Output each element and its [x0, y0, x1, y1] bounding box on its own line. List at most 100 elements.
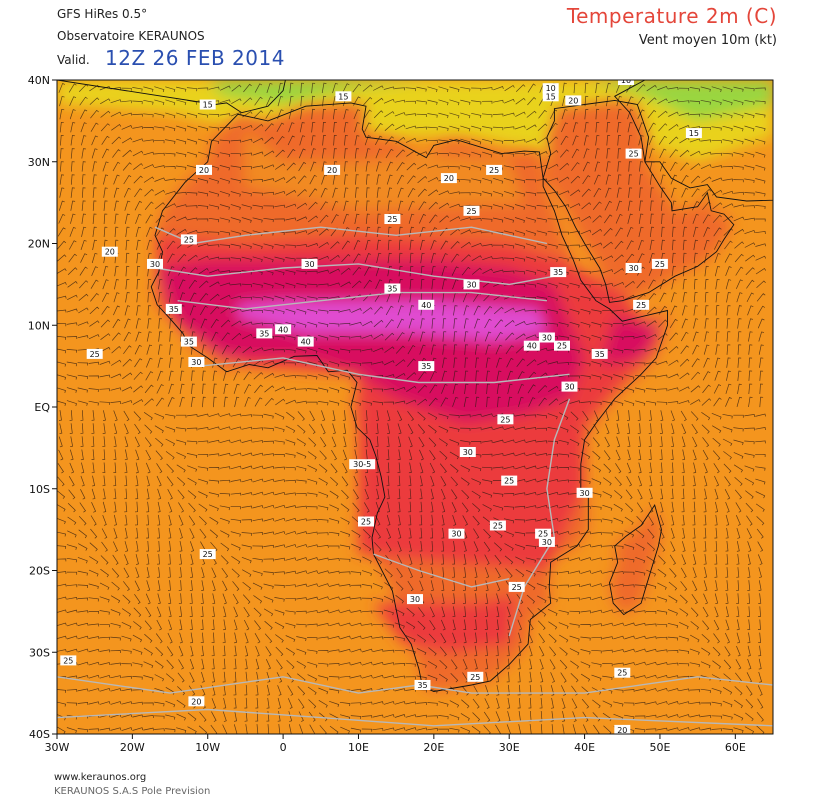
- contour-label-box: [538, 536, 555, 547]
- horn-hot-region: [599, 317, 660, 367]
- contour-label-box: [463, 205, 480, 216]
- contour-label-box: [440, 173, 457, 184]
- contour-label-box: [497, 414, 514, 425]
- contour-label-box: [489, 520, 506, 531]
- contour-label: 25: [470, 673, 480, 682]
- contour-label-box: [561, 381, 578, 392]
- contour-30-sahel: [154, 263, 555, 286]
- contour-label: 20: [191, 697, 201, 706]
- contour-label: 25: [655, 260, 665, 269]
- contour-label: 30: [304, 260, 314, 269]
- contour-label: 15: [338, 92, 348, 101]
- contour-label: 40: [301, 338, 311, 347]
- contour-label-box: [614, 724, 631, 734]
- footer-credit: KERAUNOS S.A.S Pole Prevision: [54, 786, 211, 797]
- contour-label: 35: [259, 329, 269, 338]
- contour-label: 15: [203, 101, 213, 110]
- lat-tick-label: 20S: [29, 565, 50, 578]
- lon-tick-label: 30W: [45, 741, 70, 754]
- lon-tick-label: 60E: [725, 741, 746, 754]
- contour-label-box: [180, 234, 197, 245]
- lat-tick-label: 30S: [29, 646, 50, 659]
- map-axes: 30W 20W 10W 0 10E 20E 30E 40E 50E 60E 40N 30N 20N 10N…: [28, 74, 746, 754]
- contour-label-box: [651, 258, 668, 269]
- contour-label: 25: [617, 669, 627, 678]
- contour-25-east: [508, 398, 571, 637]
- contour-35-sahel: [177, 291, 547, 310]
- contour-label-box: [101, 246, 118, 257]
- contour-label-box: [467, 671, 484, 682]
- contour-label: 20: [199, 166, 209, 175]
- map-subtitle: Vent moyen 10m (kt): [638, 33, 777, 48]
- valid-time: 12Z 26 FEB 2014: [105, 46, 285, 70]
- contour-label-box: [407, 594, 423, 605]
- contour-label-box: [542, 83, 559, 94]
- north-cold-band: [57, 80, 773, 121]
- contour-label-box: [199, 549, 216, 560]
- contour-label: 35: [421, 362, 431, 371]
- contour-label-box: [188, 357, 205, 367]
- contour-label-box: [275, 324, 292, 335]
- contour-label-box: [523, 340, 540, 351]
- contour-label-box: [196, 164, 212, 175]
- lon-tick-label: 0: [280, 741, 287, 754]
- contour-label-box: [60, 655, 77, 666]
- contour-label-box: [508, 581, 525, 592]
- contour-label-box: [414, 680, 431, 690]
- contour-label-box: [297, 336, 314, 347]
- contour-label-box: [418, 361, 435, 372]
- contour-label-box: [501, 475, 518, 486]
- contour-label-box: [165, 303, 182, 314]
- contour-25-north: [154, 226, 548, 245]
- contour-label-box: [618, 80, 634, 85]
- contour-label: 25: [500, 415, 510, 424]
- contour-label: 25: [629, 150, 639, 159]
- lat-tick-label: EQ: [34, 401, 50, 414]
- contour-20-south-ocean: [57, 708, 773, 727]
- contour-label-box: [301, 258, 318, 269]
- lat-tick-label: 30N: [28, 156, 50, 169]
- lon-tick-label: 30E: [499, 741, 520, 754]
- madagascar-base: [609, 505, 662, 615]
- contour-label: 15: [546, 92, 556, 101]
- contour-30-central: [200, 357, 570, 384]
- contour-label: 20: [327, 166, 337, 175]
- contour-label-box: [538, 332, 555, 343]
- contour-label-box: [486, 164, 503, 175]
- contour-label-box: [685, 128, 702, 139]
- lat-tick-label: 20N: [28, 238, 50, 251]
- north-africa-mild: [245, 129, 525, 211]
- contour-label-box: [625, 148, 642, 159]
- contour-label: 20: [568, 96, 578, 105]
- contour-label-box: [418, 299, 435, 310]
- wind-barb-grid: [57, 82, 767, 734]
- contour-label: 25: [493, 522, 503, 531]
- contour-label: 25: [489, 166, 499, 175]
- contour-label-box: [349, 459, 376, 470]
- lon-tick-label: 50E: [649, 741, 670, 754]
- temperature-contours: [57, 226, 773, 727]
- contour-label: 25: [387, 215, 397, 224]
- contour-label: 35: [387, 285, 397, 294]
- contour-label: 30: [466, 280, 476, 289]
- contour-label: 25: [538, 530, 548, 539]
- lon-tick-label: 10E: [348, 741, 369, 754]
- contour-label: 25: [90, 350, 100, 359]
- contour-label: 35: [169, 305, 179, 314]
- contour-label: 15: [689, 129, 699, 138]
- contour-label: 40: [421, 301, 431, 310]
- contour-label-box: [542, 91, 559, 102]
- contour-label-box: [463, 279, 480, 290]
- africa-coast: [150, 102, 668, 692]
- coastlines: [57, 80, 773, 692]
- contour-label: 25: [504, 477, 514, 486]
- contour-label-box: [147, 258, 163, 269]
- contour-label: 30: [629, 264, 639, 273]
- contour-label-box: [565, 95, 582, 106]
- lat-tick-label: 10N: [28, 319, 50, 332]
- observatory-label: Observatoire KERAUNOS: [57, 29, 205, 43]
- contour-label-box: [633, 299, 650, 310]
- contour-label-box: [554, 340, 570, 351]
